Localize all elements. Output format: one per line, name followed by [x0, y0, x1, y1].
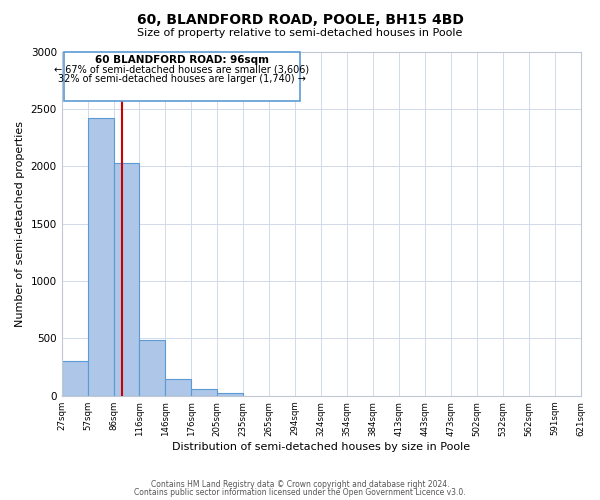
Text: ← 67% of semi-detached houses are smaller (3,606): ← 67% of semi-detached houses are smalle… — [55, 64, 310, 74]
Bar — [166, 378, 191, 396]
Text: Contains public sector information licensed under the Open Government Licence v3: Contains public sector information licen… — [134, 488, 466, 497]
Bar — [139, 340, 166, 396]
FancyBboxPatch shape — [64, 52, 301, 101]
Bar — [217, 393, 243, 396]
Bar — [88, 118, 113, 396]
Bar — [62, 362, 88, 396]
Bar — [113, 163, 139, 396]
Y-axis label: Number of semi-detached properties: Number of semi-detached properties — [15, 120, 25, 326]
Text: 60 BLANDFORD ROAD: 96sqm: 60 BLANDFORD ROAD: 96sqm — [95, 54, 269, 64]
Bar — [191, 389, 217, 396]
Text: Size of property relative to semi-detached houses in Poole: Size of property relative to semi-detach… — [137, 28, 463, 38]
X-axis label: Distribution of semi-detached houses by size in Poole: Distribution of semi-detached houses by … — [172, 442, 470, 452]
Text: 32% of semi-detached houses are larger (1,740) →: 32% of semi-detached houses are larger (… — [58, 74, 306, 84]
Text: Contains HM Land Registry data © Crown copyright and database right 2024.: Contains HM Land Registry data © Crown c… — [151, 480, 449, 489]
Text: 60, BLANDFORD ROAD, POOLE, BH15 4BD: 60, BLANDFORD ROAD, POOLE, BH15 4BD — [137, 12, 463, 26]
